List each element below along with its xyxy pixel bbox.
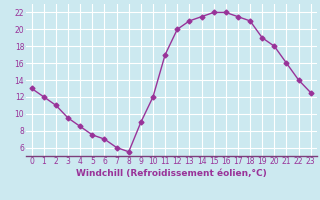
X-axis label: Windchill (Refroidissement éolien,°C): Windchill (Refroidissement éolien,°C) [76, 169, 267, 178]
